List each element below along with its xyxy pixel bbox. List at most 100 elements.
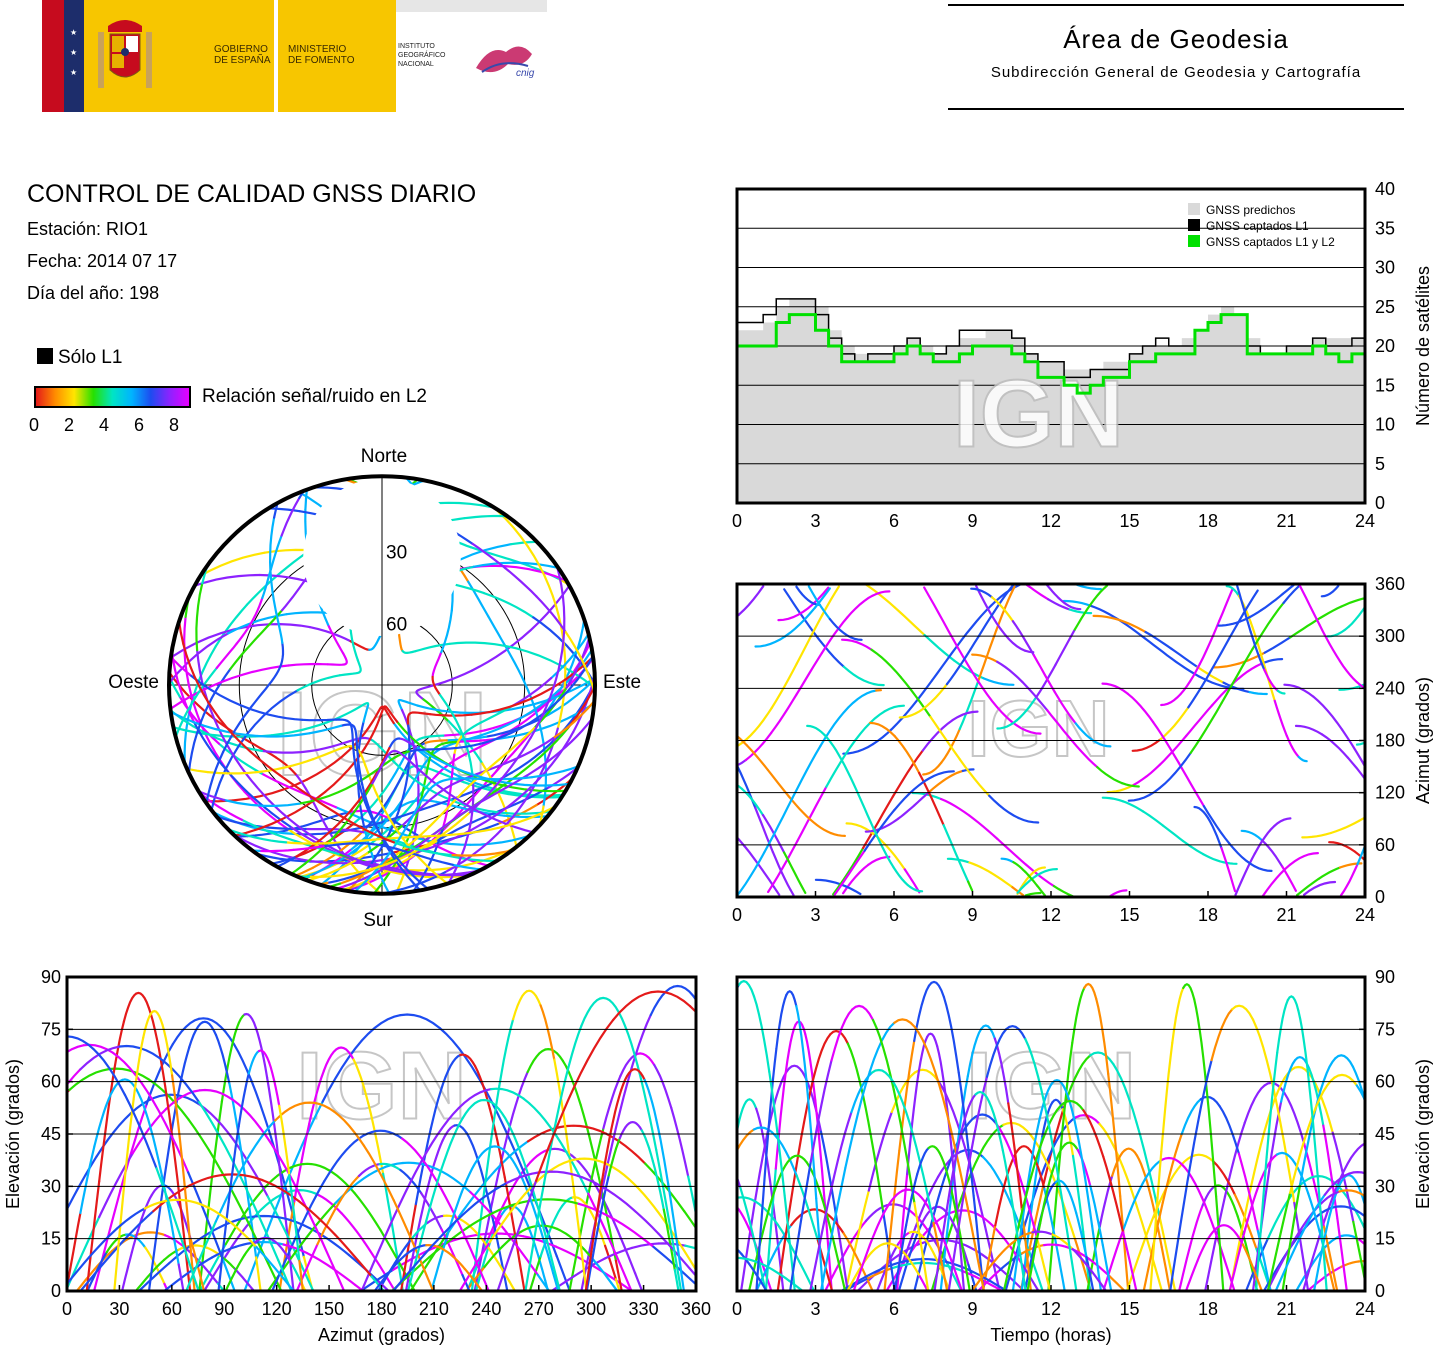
track-segment [1275,1151,1294,1161]
track-segment [322,842,351,848]
x-tick-label: 180 [366,1299,396,1319]
track-segment [552,1265,561,1291]
track-segment [215,642,238,670]
track-segment [1018,1145,1034,1155]
track-segment [740,787,765,817]
x-tick-label: 9 [967,905,977,925]
track-segment [1322,1225,1339,1291]
track-segment [482,591,535,619]
track-segment [1177,1241,1193,1291]
track-segment [255,1245,286,1281]
track-segment [707,1258,728,1264]
track-segment [528,1255,542,1291]
track-segment [394,749,411,763]
track-segment [424,780,442,796]
track-segment [903,868,921,894]
track-segment [737,734,749,747]
track-segment [198,1088,234,1101]
track-segment [968,861,993,874]
track-segment [275,756,297,776]
track-segment [996,660,1024,683]
track-segment [918,1275,929,1291]
track-segment [626,1013,652,1084]
track-segment [795,1004,808,1081]
track-segment [544,1047,565,1063]
track-segment [1397,589,1423,629]
satellite-track [832,710,979,896]
track-segment [392,841,452,857]
track-segment [539,702,595,731]
track-segment [1086,1257,1112,1278]
track-segment [287,1218,320,1235]
track-segment [1320,584,1340,598]
track-segment [486,779,568,793]
track-segment [1159,706,1190,741]
track-segment [363,836,400,842]
track-segment [1207,1224,1222,1239]
track-segment [1293,1201,1310,1291]
track-segment [787,1064,807,1078]
track-segment [322,811,351,821]
track-segment [922,761,943,776]
track-segment [942,1097,969,1209]
track-segment [388,737,401,750]
track-segment [501,736,532,780]
track-segment [1121,1182,1144,1232]
track-segment [525,989,542,1007]
ministerio-text: MINISTERIO DE FOMENTO [288,44,355,66]
track-segment [506,649,530,692]
track-segment [981,1155,1007,1193]
track-segment [492,1253,511,1283]
track-segment [242,744,281,777]
track-segment [123,1093,158,1170]
track-segment [603,1244,618,1281]
satellite-track [783,588,885,687]
track-segment [974,1090,991,1103]
track-segment [684,1244,696,1250]
satellite-track [947,1024,1078,1291]
track-segment [192,573,261,588]
satellite-track [737,689,883,897]
track-segment [353,725,358,747]
track-segment [561,1024,583,1092]
track-segment [1069,605,1082,611]
track-segment [777,606,810,622]
x-tick-label: 300 [576,1299,606,1319]
track-segment [1248,690,1268,696]
track-segment [673,1268,680,1291]
track-segment [1071,739,1099,769]
track-segment [1310,1174,1335,1183]
track-segment [565,1124,608,1135]
track-segment [1220,647,1254,705]
track-segment [891,1079,915,1136]
track-segment [278,1104,291,1177]
track-segment [1024,1119,1041,1197]
track-segment [386,1258,402,1276]
track-segment [1004,1024,1027,1041]
track-segment [942,823,970,883]
track-segment [775,993,788,1050]
track-segment [636,1052,656,1067]
track-segment [427,1166,456,1215]
track-segment [893,606,926,637]
track-segment [477,810,537,835]
track-segment [1346,756,1365,781]
track-segment [1089,1184,1104,1247]
track-segment [67,1044,85,1054]
track-segment [459,1053,477,1068]
track-segment [673,1253,683,1291]
track-segment [844,1070,872,1169]
track-segment [1024,870,1039,887]
track-segment [397,698,404,712]
track-segment [487,1140,530,1179]
track-segment [1089,1051,1115,1066]
track-segment [404,1228,420,1291]
satellite-track [1000,857,1047,897]
track-segment [266,1195,303,1268]
track-segment [214,1033,231,1085]
track-segment [470,697,532,716]
track-segment [1265,1244,1293,1291]
solo-l1-swatch [37,348,53,364]
track-segment [551,1271,560,1291]
track-segment [98,1085,113,1183]
